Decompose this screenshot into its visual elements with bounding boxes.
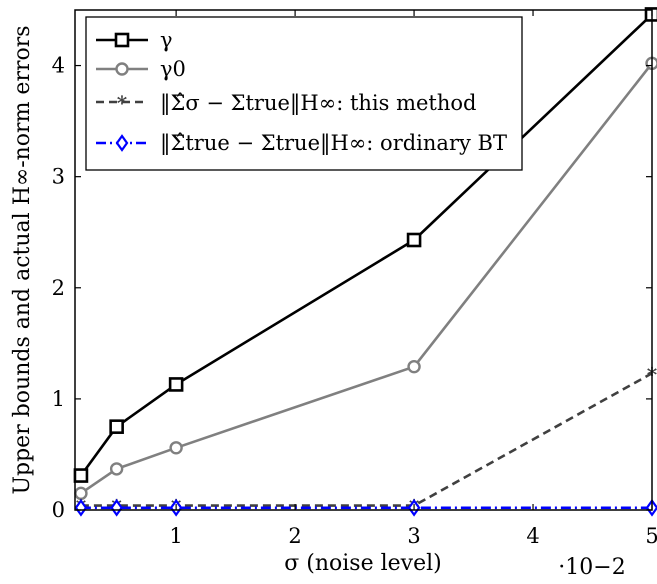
x-axis-multiplier: ·10−2 <box>558 555 625 580</box>
x-tick-label: 4 <box>526 524 539 548</box>
data-point <box>109 462 124 476</box>
legend-marker-gamma <box>114 32 130 48</box>
y-tick-label: 0 <box>52 498 65 522</box>
data-point <box>74 498 88 517</box>
legend-label-gamma: γ <box>160 28 173 52</box>
legend-entry-ordinary-bt: ‖Σ̂true − Σtrue‖H∞: ordinary BT <box>96 131 507 156</box>
legend-label-ordinary-bt: ‖Σ̂true − Σtrue‖H∞: ordinary BT <box>160 131 507 156</box>
data-point <box>109 419 124 434</box>
x-tick-label: 2 <box>288 524 301 548</box>
legend-marker-ordinary-bt <box>115 134 129 152</box>
legend-entry-this-method: * ‖Σ̂σ − Σtrue‖H∞: this method <box>96 91 477 116</box>
series-2: ***** <box>76 362 657 518</box>
legend-label-this-method: ‖Σ̂σ − Σtrue‖H∞: this method <box>160 91 477 116</box>
x-tick-label: 1 <box>169 524 182 548</box>
y-tick-label: 3 <box>52 165 65 189</box>
legend-box <box>85 16 523 171</box>
x-axis-label: σ (noise level) <box>284 551 441 576</box>
plot-frame <box>74 9 653 511</box>
legend-entry-gamma: γ <box>96 28 173 52</box>
series-3 <box>74 498 657 517</box>
series-1 <box>74 56 657 501</box>
data-point <box>406 232 422 248</box>
y-tick-label: 2 <box>52 276 65 300</box>
data-point <box>110 498 123 517</box>
legend-label-gamma0: γ0 <box>160 57 186 81</box>
data-point <box>169 441 183 455</box>
axes: 1 2 3 4 5 0 1 2 3 4 <box>52 10 657 548</box>
data-point <box>73 468 89 483</box>
data-point <box>168 377 184 392</box>
data-point <box>407 359 421 374</box>
legend-marker-gamma0 <box>115 62 129 76</box>
y-tick-label: 1 <box>52 387 65 411</box>
legend-marker-this-method: * <box>117 91 128 115</box>
series-line <box>80 372 653 507</box>
y-axis-label: Upper bounds and actual H∞-norm errors <box>10 25 35 494</box>
x-tick-label: 5 <box>645 524 657 548</box>
y-tick-label: 4 <box>52 54 65 78</box>
legend-entry-gamma0: γ0 <box>96 57 186 81</box>
x-tick-label: 3 <box>407 524 420 548</box>
legend: γ γ0 * ‖Σ̂σ − Σtrue‖H∞: this method ‖Σ̂t… <box>85 16 523 171</box>
